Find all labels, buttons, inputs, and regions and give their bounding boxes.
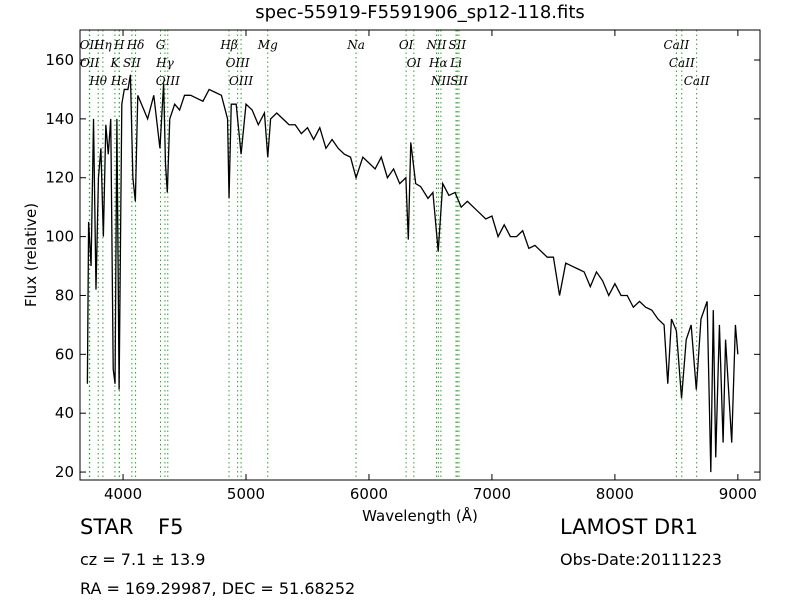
spectral-line-label: Mg [257, 38, 278, 52]
spectral-line-label: SII [123, 56, 141, 70]
x-tick-label: 8000 [596, 485, 634, 503]
spectral-line-label: Hβ [219, 38, 237, 52]
spectral-line-label: SII [450, 74, 468, 88]
spectral-line-label: OI [399, 38, 414, 52]
x-tick-label: 5000 [227, 485, 265, 503]
y-tick-label: 140 [45, 110, 74, 128]
spectral-line-label: OIII [156, 74, 180, 88]
spectrum-line [86, 74, 739, 473]
spectral-line-label: NII [425, 38, 446, 52]
y-tick-label: 160 [45, 51, 74, 69]
x-tick-label: 6000 [350, 485, 388, 503]
y-tick-label: 60 [55, 345, 74, 363]
spectral-line-label: CaII [684, 74, 710, 88]
cz-text: cz = 7.1 ± 13.9 [80, 550, 205, 569]
y-tick-label: 120 [45, 169, 74, 187]
y-tick-label: 100 [45, 228, 74, 246]
spectral-line-label: Hδ [126, 38, 145, 52]
spectral-line-label: SII [448, 38, 466, 52]
spectral-line-label: Na [346, 38, 365, 52]
obs-date: Obs-Date:20111223 [560, 550, 722, 569]
spectral-line-label: Hθ [88, 74, 107, 88]
spectral-line-label: G [156, 38, 166, 52]
x-axis-label: Wavelength (Å) [362, 506, 478, 525]
spectral-line-label: K [109, 56, 120, 70]
y-axis-label: Flux (relative) [22, 203, 40, 307]
spectral-line-label: OIII [226, 56, 250, 70]
x-tick-label: 7000 [473, 485, 511, 503]
spectral-line-label: NII [430, 74, 451, 88]
plot-frame [79, 29, 761, 481]
subclass: F5 [158, 515, 183, 539]
x-tick-label: 4000 [104, 485, 142, 503]
spectral-line-label: OII [80, 56, 100, 70]
spectral-line-label: Li [449, 56, 462, 70]
y-tick-label: 80 [55, 286, 74, 304]
x-tick-label: 9000 [719, 485, 757, 503]
coords-text: RA = 169.29987, DEC = 51.68252 [80, 579, 355, 598]
spectral-line-label: CaII [669, 56, 695, 70]
spectral-line-label: Hη [93, 38, 112, 52]
y-tick-label: 40 [55, 404, 74, 422]
spectral-line-label: Hγ [155, 56, 174, 70]
chart-title: spec-55919-F5591906_sp12-118.fits [255, 2, 585, 23]
spectral-line-label: Hε [110, 74, 128, 88]
spectral-line-label: OIII [229, 74, 253, 88]
survey: LAMOST DR1 [560, 515, 698, 539]
spectral-line-label: OI [407, 56, 422, 70]
class-label: STAR [80, 515, 133, 539]
y-tick-label: 20 [55, 463, 74, 481]
spectral-line-label: CaII [663, 38, 689, 52]
spectral-line-label: Hα [428, 56, 448, 70]
